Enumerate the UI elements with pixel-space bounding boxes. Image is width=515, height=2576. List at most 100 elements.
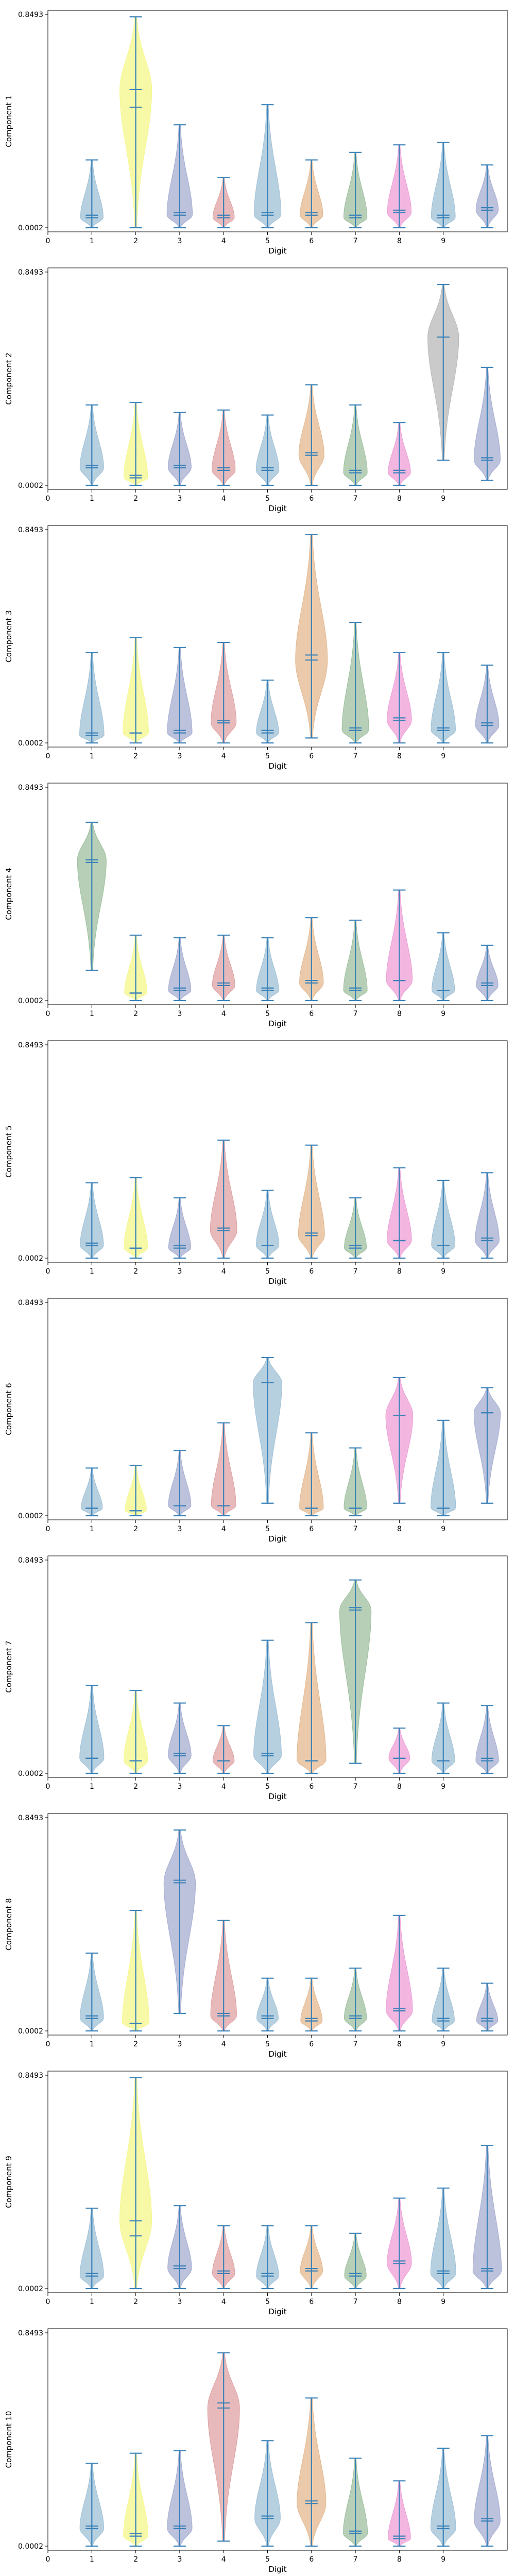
x-tick-label: 5: [265, 1267, 270, 1276]
violin-digit-8: [431, 1702, 455, 1774]
violin-digit-7: [387, 652, 412, 744]
violin-digit-8: [432, 1968, 455, 2032]
violin-digit-0: [80, 1182, 104, 1259]
y-axis-label: Component 1: [4, 95, 13, 147]
y-tick-label: 0.0002: [18, 997, 43, 1005]
violin-digit-1: [119, 2077, 152, 2290]
x-tick-label: 1: [90, 1783, 94, 1791]
x-tick-label: 2: [133, 237, 138, 245]
violin-digit-2: [163, 1829, 196, 2014]
x-tick-label: 1: [90, 237, 94, 245]
violin-digit-7: [387, 144, 412, 229]
x-tick-label: 4: [221, 2040, 226, 2048]
violin-digit-8: [431, 1419, 456, 1517]
y-tick-label: 0.0002: [18, 2285, 43, 2293]
x-tick-label: 7: [353, 1010, 358, 1018]
x-tick-label: 8: [397, 237, 402, 245]
x-tick-label: 9: [441, 1010, 445, 1018]
x-tick-label: 8: [397, 495, 402, 503]
y-tick-label: 0.0002: [18, 1512, 43, 1520]
x-tick-label: 0: [46, 752, 50, 760]
x-tick-label: 0: [46, 1010, 50, 1018]
violin-digit-5: [300, 2225, 323, 2290]
y-tick-label: 0.8493: [18, 1299, 43, 1307]
y-tick-label: 0.0002: [18, 224, 43, 232]
x-tick-label: 5: [265, 2040, 270, 2048]
y-tick-label: 0.0002: [18, 482, 43, 490]
violin-digit-6: [343, 919, 368, 1002]
x-tick-label: 5: [265, 237, 270, 245]
violin-digit-3: [212, 2225, 235, 2290]
violin-digit-3: [212, 177, 235, 229]
axes-frame: [47, 1555, 508, 1778]
chart-panel-5: 0.0002 0.8493 0 1 2 3 4 5 6 7 8 9 Digit Component 5: [4, 1040, 508, 1286]
violin-digit-7: [387, 2197, 412, 2290]
axes-frame: [47, 1040, 508, 1263]
violin-digit-1: [123, 1690, 148, 1774]
x-tick-label: 2: [133, 1267, 138, 1276]
x-tick-label: 9: [441, 1267, 445, 1276]
x-tick-label: 8: [397, 2040, 402, 2048]
violin-digit-4: [254, 2440, 281, 2547]
violin-digit-9: [474, 366, 501, 481]
violin-digit-2: [168, 937, 192, 1002]
x-tick-label: 7: [353, 495, 358, 503]
x-tick-label: 0: [46, 2298, 50, 2306]
violin-digit-6: [341, 621, 369, 744]
x-tick-label: 5: [265, 495, 270, 503]
x-tick-label: 6: [309, 752, 314, 760]
violin-digit-0: [79, 1952, 104, 2032]
chart-panel-8: 0.0002 0.8493 0 1 2 3 4 5 6 7 8 9 Digit Component 8: [4, 1813, 508, 2059]
chart-panel-3: 0.0002 0.8493 0 1 2 3 4 5 6 7 8 9 Digit Component 3: [4, 525, 508, 771]
y-tick-label: 0.0002: [18, 1770, 43, 1778]
x-tick-label: 2: [133, 2298, 138, 2306]
violin-digit-9: [476, 944, 499, 1002]
x-axis-label: Digit: [268, 504, 286, 513]
y-axis-label: Component 8: [4, 1898, 13, 1950]
axes-frame: [47, 2328, 508, 2551]
x-tick-label: 1: [90, 2555, 94, 2564]
x-tick-label: 4: [221, 495, 226, 503]
x-tick-label: 0: [46, 2040, 50, 2048]
violin-digit-0: [79, 1685, 105, 1774]
violin-digit-9: [473, 1387, 501, 1504]
x-tick-label: 1: [90, 1525, 94, 1533]
x-tick-label: 9: [441, 237, 445, 245]
violin-digit-1: [119, 16, 152, 229]
x-tick-label: 3: [177, 237, 182, 245]
x-tick-label: 1: [90, 752, 94, 760]
violin-digit-8: [430, 2447, 456, 2547]
y-tick-label: 0.0002: [18, 2543, 43, 2551]
x-tick-label: 2: [133, 1010, 138, 1018]
violin-digit-8: [431, 1179, 456, 1259]
violin-digit-7: [386, 889, 413, 1002]
violin-digit-5: [299, 917, 324, 1002]
violin-digit-4: [255, 1190, 280, 1259]
y-tick-label: 0.8493: [18, 268, 43, 277]
violin-digit-0: [79, 2207, 104, 2290]
x-tick-label: 8: [397, 1010, 402, 1018]
x-tick-label: 4: [221, 752, 226, 760]
violin-digit-1: [123, 637, 149, 744]
x-tick-label: 3: [177, 2298, 182, 2306]
x-tick-label: 9: [441, 2555, 445, 2564]
x-tick-label: 4: [221, 1783, 226, 1791]
violin-digit-7: [388, 422, 411, 486]
x-tick-label: 0: [46, 1783, 50, 1791]
x-tick-label: 7: [353, 752, 358, 760]
x-axis-label: Digit: [268, 246, 286, 256]
x-tick-label: 2: [133, 2555, 138, 2564]
violin-digit-9: [475, 664, 500, 744]
violin-digit-2: [167, 412, 192, 486]
x-tick-label: 2: [133, 2040, 138, 2048]
violin-digit-8: [431, 142, 456, 229]
axes-frame: [47, 267, 508, 490]
x-tick-label: 8: [397, 1267, 402, 1276]
violin-digit-6: [344, 1197, 367, 1259]
violin-digit-4: [256, 1977, 279, 2032]
violin-digit-5: [300, 159, 323, 229]
x-tick-label: 7: [353, 1267, 358, 1276]
x-axis-label: Digit: [268, 1792, 286, 1801]
violin-digit-6: [343, 404, 368, 486]
